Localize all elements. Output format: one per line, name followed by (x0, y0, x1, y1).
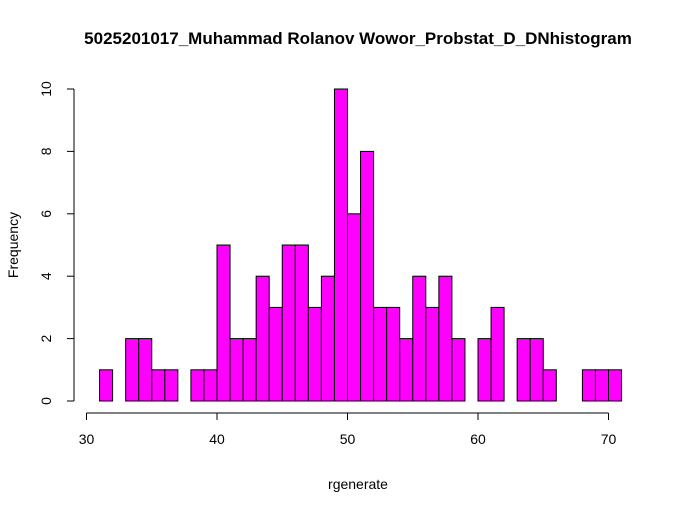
x-tick-label: 70 (601, 431, 617, 447)
histogram-bar (229, 338, 244, 402)
histogram-bar (333, 88, 349, 402)
y-tick-label: 4 (38, 272, 54, 280)
x-axis: 30 40 50 60 70 (79, 412, 617, 447)
x-tick-label: 60 (470, 431, 486, 447)
histogram-bar (542, 369, 557, 402)
y-axis: 0 2 4 6 8 10 (38, 81, 75, 405)
histogram-bar (490, 306, 505, 402)
x-tick-label: 50 (340, 431, 356, 447)
x-axis-label: rgenerate (328, 476, 388, 492)
histogram-bar (347, 213, 362, 402)
histogram-bar (164, 369, 179, 402)
histogram-bar (268, 306, 283, 402)
histogram-bar (425, 306, 440, 402)
bars-group (99, 88, 623, 402)
histogram-bar (608, 369, 623, 402)
histogram-bar (190, 369, 205, 402)
histogram-bar (581, 369, 596, 402)
histogram-bar (138, 338, 153, 402)
y-tick-label: 8 (38, 147, 54, 155)
histogram-bar (216, 244, 231, 402)
chart-title: 5025201017_Muhammad Rolanov Wowor_Probst… (84, 29, 632, 48)
histogram-bar (307, 306, 322, 402)
y-tick-label: 6 (38, 210, 54, 218)
histogram-bar (594, 369, 610, 402)
histogram-bar (151, 369, 166, 402)
histogram-bar (125, 338, 140, 402)
histogram-bar (294, 244, 309, 402)
x-tick-label: 30 (79, 431, 95, 447)
y-tick-label: 2 (38, 334, 54, 342)
x-tick-label: 40 (209, 431, 225, 447)
y-axis-label: Frequency (5, 212, 21, 278)
histogram-bar (281, 244, 296, 402)
histogram-bar (516, 338, 531, 402)
histogram-bar (438, 275, 453, 402)
histogram-bar (242, 338, 257, 402)
histogram-bar (477, 338, 492, 402)
histogram-bar (399, 338, 414, 402)
histogram-bar (99, 369, 114, 402)
histogram-bar (320, 275, 335, 402)
histogram-bar (203, 369, 218, 402)
histogram-bar (529, 338, 544, 402)
histogram-bar (360, 150, 375, 402)
y-tick-label: 0 (38, 397, 54, 405)
histogram-bar (255, 275, 270, 402)
y-tick-label: 10 (38, 81, 54, 97)
histogram-bar (412, 275, 427, 402)
histogram-bar (373, 306, 388, 402)
histogram-bar (386, 306, 401, 402)
histogram-bar (451, 338, 466, 402)
